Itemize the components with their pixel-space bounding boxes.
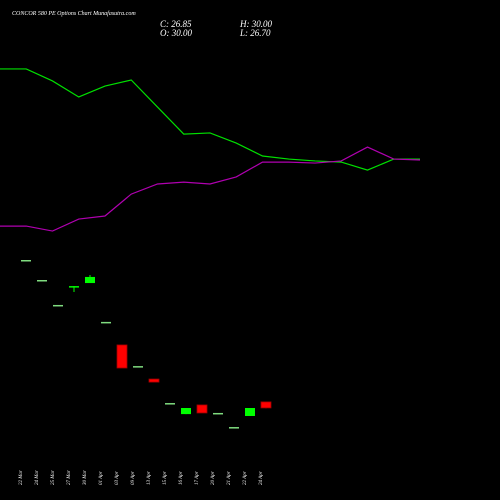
stat: C: 26.85 [160, 19, 192, 29]
stat-value: 30.00 [171, 28, 193, 38]
stat-label: O: [160, 28, 170, 38]
candle-body [116, 344, 128, 369]
x-tick-label: 15 Apr [163, 471, 168, 485]
stat-label: L: [239, 28, 248, 38]
candle-body [21, 260, 31, 262]
x-tick-label: 24 Apr [259, 471, 264, 485]
x-tick-label: 17 Apr [195, 471, 200, 485]
candle-body [196, 404, 208, 414]
x-tick-label: 30 Mar [83, 470, 88, 485]
x-tick-label: 09 Apr [131, 471, 136, 485]
candle-body [165, 403, 175, 405]
x-tick-label: 22 Apr [243, 471, 248, 485]
x-tick-label: 24 Mar [35, 470, 40, 485]
candle-body [148, 378, 160, 383]
candle-body [229, 427, 239, 429]
stat-value: 26.70 [250, 28, 271, 38]
stat-value: 30.00 [251, 19, 273, 29]
x-tick-label: 13 Apr [147, 471, 152, 485]
x-tick-label: 20 Apr [211, 471, 216, 485]
candle-body [213, 412, 223, 415]
indicator-line [0, 68, 420, 171]
candle-body [260, 401, 272, 409]
indicator-line [0, 146, 421, 232]
candle-body [37, 280, 47, 282]
candle-body [85, 276, 95, 284]
candle-body [181, 408, 191, 415]
stat: H: 30.00 [239, 19, 273, 29]
x-tick-label: 16 Apr [179, 471, 184, 485]
candle-body [133, 366, 143, 368]
stat-value: 26.85 [171, 19, 192, 29]
x-tick-label: 03 Apr [115, 471, 120, 485]
stat-label: C: [160, 19, 169, 29]
stat: L: 26.70 [239, 28, 271, 38]
candle-body [53, 304, 63, 307]
candle-body [101, 321, 111, 324]
x-tick-label: 01 Apr [99, 471, 104, 485]
candle-body [245, 408, 255, 416]
x-tick-label: 27 Mar [67, 470, 72, 485]
stat-label: H: [239, 19, 250, 29]
x-tick-label: 22 Mar [19, 470, 24, 485]
x-tick-label: 25 Mar [51, 470, 56, 485]
stat: O: 30.00 [160, 28, 193, 38]
chart-title: CONCOR 580 PE Options Chart Munafasutra.… [12, 10, 136, 17]
x-tick-label: 21 Apr [227, 471, 232, 485]
candle-body [69, 286, 79, 288]
